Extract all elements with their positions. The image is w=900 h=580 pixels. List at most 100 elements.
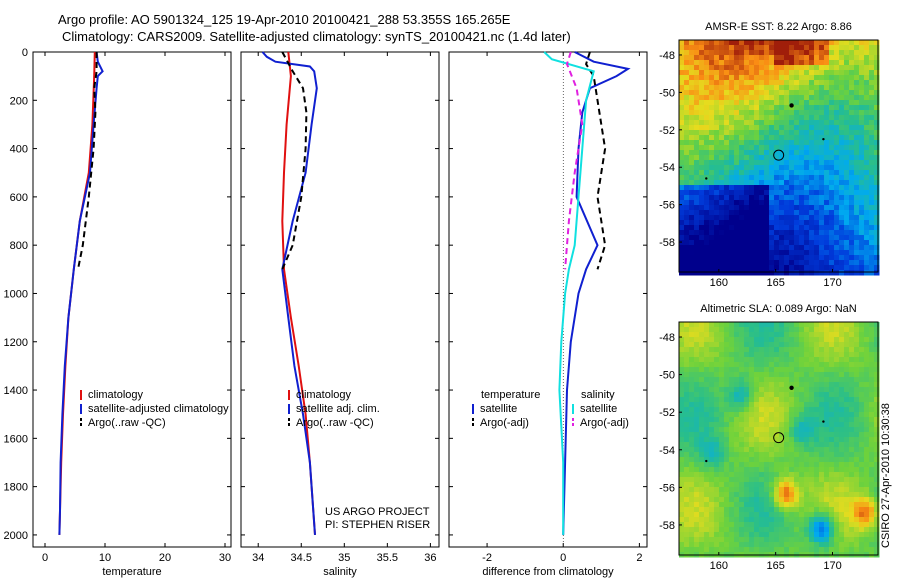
map-cell: [694, 260, 700, 266]
map-cell: [724, 442, 730, 448]
map-cell: [864, 387, 870, 393]
map-cell: [749, 95, 755, 101]
map-cell: [734, 185, 740, 191]
map-cell: [694, 85, 700, 91]
map-cell: [684, 220, 690, 226]
map-cell: [779, 497, 785, 503]
map-cell: [719, 337, 725, 343]
map-cell: [819, 412, 825, 418]
map-cell: [684, 437, 690, 443]
map-cell: [829, 457, 835, 463]
map-cell: [829, 135, 835, 141]
map-cell: [809, 135, 815, 141]
map-cell: [819, 442, 825, 448]
map-cell: [809, 532, 815, 538]
map-cell: [754, 250, 760, 256]
map-cell: [744, 367, 750, 373]
map-cell: [729, 372, 735, 378]
map-cell: [769, 175, 775, 181]
map-cell: [849, 527, 855, 533]
map-cell: [829, 225, 835, 231]
map-cell: [734, 110, 740, 116]
map-cell: [759, 332, 765, 338]
map-cell: [764, 150, 770, 156]
map-cell: [759, 170, 765, 176]
map-cell: [749, 327, 755, 333]
map-cell: [779, 422, 785, 428]
map-cell: [704, 265, 710, 271]
map-cell: [724, 190, 730, 196]
map-cell: [829, 45, 835, 51]
map-cell: [709, 245, 715, 251]
map-cell: [679, 200, 685, 206]
map-cell: [749, 492, 755, 498]
map-cell: [869, 327, 875, 333]
map-cell: [744, 265, 750, 271]
map-cell: [874, 150, 880, 156]
map-cell: [814, 452, 820, 458]
map-cell: [709, 322, 715, 328]
map-cell: [714, 135, 720, 141]
map-cell: [689, 417, 695, 423]
series-line-2: [585, 51, 607, 270]
map-cell: [794, 255, 800, 261]
map-cell: [834, 402, 840, 408]
map-cell: [744, 95, 750, 101]
map-cell: [704, 200, 710, 206]
map-cell: [699, 517, 705, 523]
map-cell: [849, 270, 855, 276]
y-tick-label: 1800: [4, 482, 28, 494]
map-cell: [749, 60, 755, 66]
map-cell: [864, 412, 870, 418]
map-cell: [694, 337, 700, 343]
map-cell: [734, 452, 740, 458]
map-cell: [719, 492, 725, 498]
map-cell: [869, 220, 875, 226]
map-cell: [849, 180, 855, 186]
map-cell: [814, 115, 820, 121]
map-cell: [714, 497, 720, 503]
map-cell: [749, 372, 755, 378]
map-cell: [844, 452, 850, 458]
map-cell: [714, 145, 720, 151]
map-cell: [809, 145, 815, 151]
map-cell: [749, 512, 755, 518]
map-cell: [824, 260, 830, 266]
map-cell: [804, 235, 810, 241]
map-cell: [779, 185, 785, 191]
map-cell: [729, 185, 735, 191]
map-cell: [829, 442, 835, 448]
map-cell: [764, 135, 770, 141]
map-cell: [719, 457, 725, 463]
map-cell: [839, 337, 845, 343]
map-cell: [734, 220, 740, 226]
map-cell: [749, 120, 755, 126]
map-cell: [794, 412, 800, 418]
map-cell: [819, 322, 825, 328]
map-cell: [774, 250, 780, 256]
map-cell: [769, 135, 775, 141]
map-cell: [719, 477, 725, 483]
map-cell: [684, 367, 690, 373]
map-cell: [729, 100, 735, 106]
legend-label: Argo(..raw -QC): [296, 417, 374, 429]
map-cell: [784, 40, 790, 46]
map-cell: [814, 422, 820, 428]
map-cell: [754, 100, 760, 106]
map-cell: [794, 537, 800, 543]
map-cell: [804, 75, 810, 81]
map-cell: [789, 497, 795, 503]
map-cell: [859, 407, 865, 413]
map-cell: [704, 270, 710, 276]
map-cell: [779, 105, 785, 111]
map-cell: [699, 145, 705, 151]
map-cell: [689, 245, 695, 251]
map-cell: [789, 100, 795, 106]
map-cell: [804, 347, 810, 353]
map-cell: [849, 327, 855, 333]
map-cell: [759, 230, 765, 236]
map-cell: [694, 397, 700, 403]
map-cell: [759, 337, 765, 343]
map-cell: [819, 45, 825, 51]
map-cell: [844, 367, 850, 373]
